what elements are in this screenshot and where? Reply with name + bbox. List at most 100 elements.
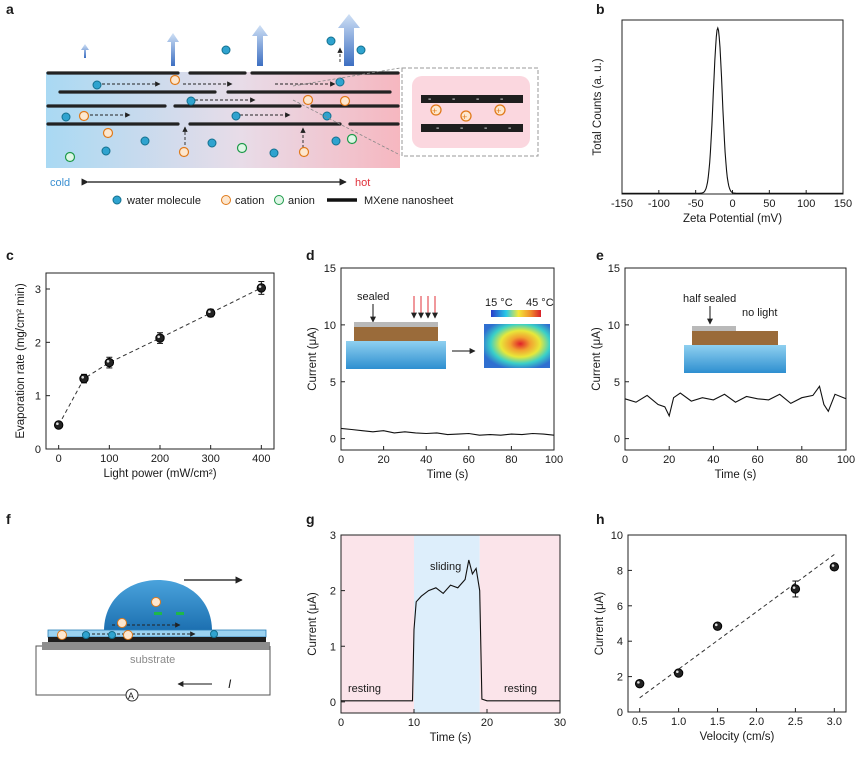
- y-tick-label: 10: [611, 530, 623, 542]
- region-resting-2: resting: [504, 683, 537, 695]
- x-axis-label: Time (s): [715, 469, 757, 481]
- surface-charge: -: [428, 94, 431, 105]
- y-tick-label: 6: [617, 601, 623, 613]
- data-point-highlight: [208, 310, 211, 314]
- cation-sign: +: [432, 106, 437, 116]
- surface-charge: -: [500, 94, 503, 105]
- data-point: [256, 283, 267, 293]
- panel-label-a: a: [6, 1, 14, 17]
- ammeter: [125, 688, 139, 702]
- light-arrows: [411, 296, 438, 319]
- x-tick-label: 100: [545, 454, 563, 466]
- y-tick-label: 0: [330, 697, 336, 709]
- legend-cation-icon: [221, 195, 231, 205]
- region-resting-1: resting: [348, 683, 381, 695]
- y-tick-label: 0: [617, 707, 623, 719]
- x-tick-label: 20: [377, 454, 389, 466]
- chart-c-evaporation: 0 100 200 300 400 0 1 2 3 Light power (mW/cm²) Eva…: [15, 272, 275, 480]
- x-tick-label: 2.5: [788, 716, 803, 728]
- x-axis-label: Zeta Potential (mV): [683, 213, 782, 225]
- region-sliding: sliding: [430, 561, 461, 573]
- y-tick-label: 2: [330, 586, 336, 598]
- x-axis-label: Time (s): [430, 732, 472, 744]
- x-tick-label: 100: [797, 198, 815, 210]
- panel-b: b -150 -100 -50 0 50 100 150 Zeta Potential (mV…: [592, 1, 852, 225]
- film-layer: [354, 327, 438, 341]
- chart-d-sealed: 0 20 40 60 80 100 0 5 10 15 Time (s) Current (μA): [307, 263, 563, 481]
- y-tick-label: 5: [614, 377, 620, 389]
- y-tick-label: 10: [324, 320, 336, 332]
- x-tick-label: 1.0: [671, 716, 686, 728]
- plot-frame: [340, 534, 561, 714]
- data-line: [341, 559, 560, 702]
- y-tick-label: 1: [330, 641, 336, 653]
- thermal-image: [484, 324, 550, 368]
- chart-g-sliding: 0 10 20 30 0 1 2 3 Time (s) Current (μA): [307, 530, 566, 744]
- anions: [64, 133, 358, 163]
- x-axis-label: Time (s): [427, 469, 469, 481]
- seal-layer: [354, 322, 438, 327]
- x-tick-label: 40: [707, 454, 719, 466]
- x-tick-label: 400: [252, 453, 270, 465]
- panel-g: g 0 10 20 30 0 1 2 3 Time (s) Current (μA) restin…: [306, 511, 566, 744]
- data-line: [340, 427, 555, 436]
- data-point: [53, 420, 64, 430]
- panel-label-d: d: [306, 247, 315, 263]
- temp-high-label: 45 °C: [526, 297, 554, 309]
- data-point: [634, 678, 645, 689]
- data-point: [79, 373, 89, 384]
- legend-water-icon: [112, 195, 122, 205]
- x-tick-label: 0: [729, 198, 735, 210]
- x-tick-label: 0: [56, 453, 62, 465]
- x-tick-label: 60: [751, 454, 763, 466]
- inset-d: sealed 15 °C 45 °C: [346, 291, 554, 369]
- half-sealed-label: half sealed: [683, 293, 736, 305]
- region-1: [414, 535, 480, 713]
- data-point-highlight: [56, 422, 59, 426]
- y-axis-label: Current (μA): [307, 327, 319, 391]
- chart-e-halfsealed: 0 20 40 60 80 100 0 5 10 15 Time (s) Current (μA): [591, 263, 855, 481]
- zoom-box: [401, 67, 539, 157]
- y-tick-label: 1: [35, 391, 41, 403]
- data-point: [829, 562, 840, 572]
- x-axis-label: Velocity (cm/s): [700, 731, 775, 743]
- plot-frame: [621, 19, 844, 195]
- panel-label-g: g: [306, 511, 315, 527]
- data-point: [712, 621, 723, 631]
- data-point-highlight: [81, 376, 84, 379]
- y-tick-label: 15: [324, 263, 336, 275]
- region-0: [341, 535, 414, 713]
- legend-anion: anion: [288, 195, 315, 207]
- water-layer: [346, 341, 446, 369]
- data-point: [673, 668, 684, 678]
- panel-f: f substrate A I: [6, 511, 271, 702]
- legend-cation: cation: [235, 195, 264, 207]
- legend-a: water molecule cation anion MXene nanosh…: [112, 195, 453, 207]
- panel-label-c: c: [6, 247, 14, 263]
- y-axis-label: Current (μA): [307, 592, 319, 656]
- x-tick-label: 0: [338, 717, 344, 729]
- x-tick-label: 60: [463, 454, 475, 466]
- cation-sign: +: [496, 106, 501, 116]
- y-tick-label: 0: [330, 434, 336, 446]
- x-tick-label: 20: [663, 454, 675, 466]
- temp-low-label: 15 °C: [485, 297, 513, 309]
- y-tick-label: 3: [330, 530, 336, 542]
- cold-label: cold: [50, 177, 70, 189]
- x-tick-label: 50: [763, 198, 775, 210]
- chart-b-zeta: -150 -100 -50 0 50 100 150 Zeta Potential (mV) T…: [592, 19, 852, 225]
- x-tick-label: 1.5: [710, 716, 725, 728]
- x-tick-label: 100: [100, 453, 118, 465]
- y-tick-label: 15: [608, 263, 620, 275]
- water-molecules: [61, 36, 366, 158]
- chart-h-velocity: 0.5 1.0 1.5 2.0 2.5 3.0 0 2 4 6 8 10 Velocity (cm/s)…: [594, 530, 847, 743]
- plot-frame: [45, 272, 275, 450]
- surface-charge: -: [460, 123, 463, 134]
- x-tick-label: 100: [837, 454, 855, 466]
- x-tick-label: 300: [201, 453, 219, 465]
- x-tick-label: -100: [648, 198, 670, 210]
- x-tick-label: 80: [796, 454, 808, 466]
- x-tick-label: 200: [151, 453, 169, 465]
- x-tick-label: 40: [420, 454, 432, 466]
